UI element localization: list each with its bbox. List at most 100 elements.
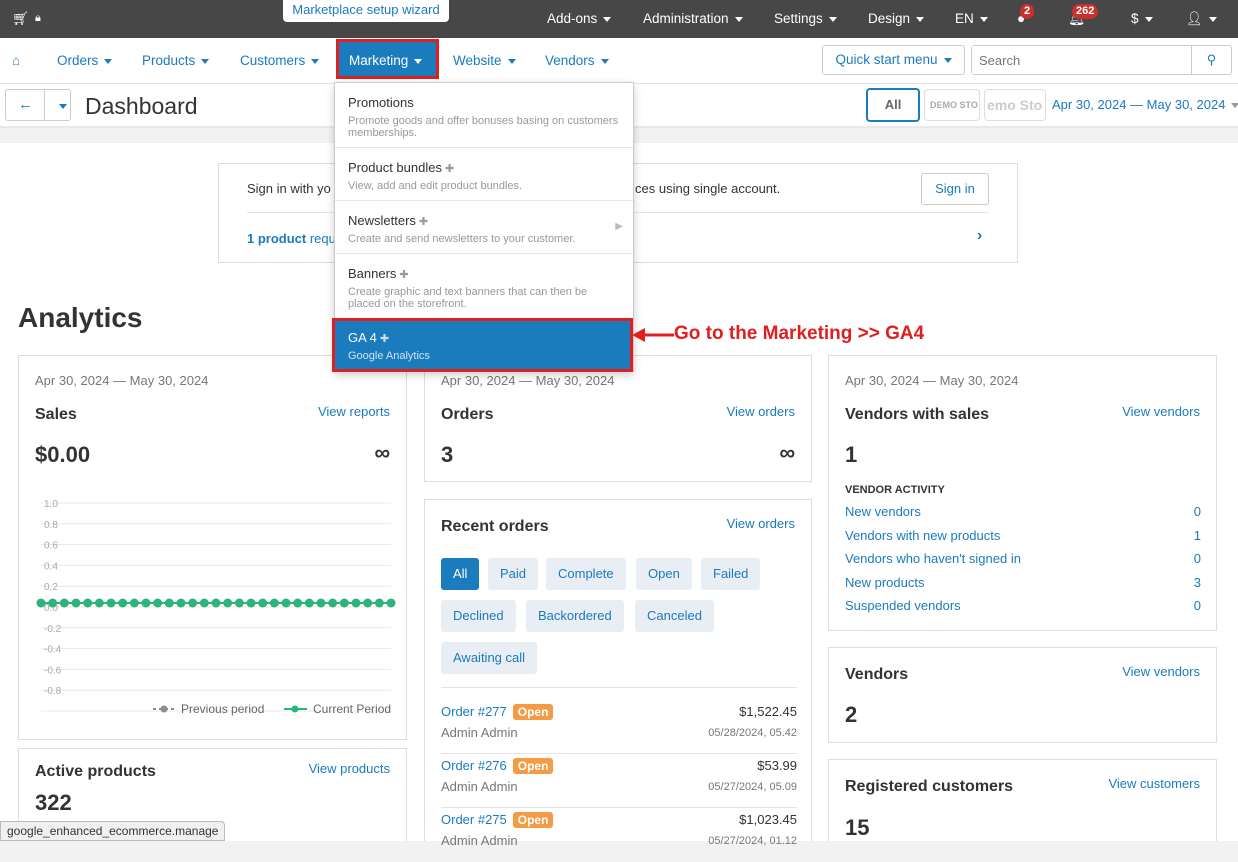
y-tick-label: 0.4: [44, 561, 58, 572]
y-tick-label: 0.2: [44, 582, 58, 593]
y-tick-label: 0.6: [44, 541, 58, 552]
current-period-point: [106, 598, 116, 608]
current-period-point: [374, 598, 384, 608]
view-recent-orders-link[interactable]: View orders: [726, 516, 795, 531]
status-bar-url: google_enhanced_ecommerce.manage: [0, 821, 226, 841]
menu-administration[interactable]: Administration: [643, 11, 743, 26]
view-vendors-link-2[interactable]: View vendors: [1122, 664, 1200, 679]
nav-website[interactable]: Website: [453, 53, 516, 68]
legend-previous-marker: [160, 705, 168, 713]
menu-item-promotions[interactable]: Promotions Promote goods and offer bonuse…: [335, 83, 633, 148]
view-orders-link[interactable]: View orders: [726, 404, 795, 419]
order-link[interactable]: Order #276: [441, 758, 507, 773]
menu-addons[interactable]: Add-ons: [547, 11, 612, 26]
view-customers-link[interactable]: View customers: [1108, 776, 1200, 791]
top-bar: 🛒︎ 🔒︎ Add-ons Administration Settings De…: [0, 0, 1238, 38]
order-row[interactable]: Order #276 Open $53.99 Admin Admin 05/27/…: [441, 758, 797, 808]
store-all-button[interactable]: All: [866, 88, 920, 122]
current-period-point: [118, 598, 128, 608]
order-date: 05/27/2024, 05.09: [708, 781, 797, 793]
store-demo-2[interactable]: emo Sto: [984, 89, 1046, 121]
currency-menu[interactable]: $: [1131, 11, 1153, 26]
vendors-card: Vendors View vendors 2: [828, 647, 1217, 743]
nav-marketing[interactable]: Marketing: [336, 39, 439, 79]
order-link[interactable]: Order #277: [441, 704, 507, 719]
lock-icon: 🔒︎: [35, 12, 41, 24]
current-period-point: [234, 598, 244, 608]
menu-settings[interactable]: Settings: [774, 11, 837, 26]
chevron-right-icon[interactable]: ›: [977, 227, 983, 244]
filter-paid[interactable]: Paid: [488, 558, 539, 590]
search-icon[interactable]: ⚲: [1191, 46, 1231, 74]
filter-complete[interactable]: Complete: [546, 558, 626, 590]
menu-item-product-bundles[interactable]: Product bundles ✚ View, add and edit produ…: [335, 148, 633, 201]
menu-item-ga4[interactable]: GA 4 ✚ Google Analytics: [332, 318, 633, 372]
marketplace-wizard-tooltip[interactable]: Marketplace setup wizard: [283, 0, 449, 22]
nav-customers[interactable]: Customers: [240, 53, 320, 68]
back-arrow-icon[interactable]: ←: [18, 96, 33, 113]
nav-orders[interactable]: Orders: [57, 53, 113, 68]
menu-item-banners[interactable]: Banners ✚ Create graphic and text banners …: [335, 254, 633, 319]
filter-awaiting-call[interactable]: Awaiting call: [441, 642, 538, 674]
notification-badge: 262: [1072, 4, 1099, 19]
vendor-activity-list: New vendors 0 Vendors with new products 1 …: [845, 504, 1201, 622]
current-period-point: [316, 598, 326, 608]
orders-trend-infinity: ∞: [779, 440, 795, 465]
order-customer: Admin Admin: [441, 725, 518, 740]
view-reports-link[interactable]: View reports: [317, 404, 390, 419]
current-period-point: [328, 598, 338, 608]
current-period-point: [281, 598, 291, 608]
current-period-point: [141, 598, 151, 608]
activity-item[interactable]: New vendors 0: [845, 504, 1201, 519]
menu-design[interactable]: Design: [868, 11, 925, 26]
view-vendors-link[interactable]: View vendors: [1122, 404, 1200, 419]
filter-canceled[interactable]: Canceled: [635, 600, 714, 632]
signin-text: Sign in with yo: [247, 181, 331, 196]
order-total: $1,522.45: [739, 704, 797, 719]
vendors-title: Vendors: [845, 666, 909, 683]
history-dropdown-icon[interactable]: [53, 98, 67, 113]
addon-icon: ✚: [379, 333, 390, 345]
store-demo-1[interactable]: DEMO STO: [924, 89, 980, 121]
product-requirements-link[interactable]: 1 product requ: [247, 231, 336, 246]
menu-language[interactable]: EN: [955, 11, 988, 26]
filter-failed[interactable]: Failed: [701, 558, 761, 590]
order-row[interactable]: Order #277 Open $1,522.45 Admin Admin 05/…: [441, 704, 797, 754]
current-period-point: [36, 598, 46, 608]
submenu-arrow-icon: ▶: [615, 221, 623, 232]
current-period-point: [129, 598, 139, 608]
filter-open[interactable]: Open: [636, 558, 692, 590]
order-total: $1,023.45: [739, 812, 797, 827]
nav-products[interactable]: Products: [142, 53, 210, 68]
home-icon[interactable]: ⌂: [12, 53, 21, 68]
activity-item[interactable]: New products 3: [845, 574, 1201, 590]
date-range-picker[interactable]: Apr 30, 2024 — May 30, 2024: [1052, 97, 1238, 112]
y-tick-label: 0.8: [44, 520, 58, 531]
current-period-point: [153, 598, 163, 608]
activity-item[interactable]: Suspended vendors 0: [845, 598, 1201, 613]
view-products-link[interactable]: View products: [308, 761, 390, 776]
sales-title: Sales: [35, 406, 77, 423]
user-menu[interactable]: 👤︎: [1186, 11, 1218, 27]
active-products-title: Active products: [35, 763, 156, 780]
order-total: $53.99: [757, 758, 797, 773]
nav-vendors[interactable]: Vendors: [545, 53, 609, 68]
order-customer: Admin Admin: [441, 779, 518, 794]
order-link[interactable]: Order #275: [441, 812, 507, 827]
signin-button[interactable]: Sign in: [921, 173, 989, 205]
order-row[interactable]: Order #275 Open $1,023.45 Admin Admin 05/…: [441, 812, 797, 862]
menu-item-newsletters[interactable]: Newsletters ✚ Create and send newsletters …: [335, 201, 633, 254]
activity-item[interactable]: Vendors who haven't signed in 0: [845, 551, 1201, 566]
cart-icon[interactable]: 🛒︎: [12, 11, 30, 26]
addon-icon: ✚: [418, 216, 429, 228]
quick-start-menu[interactable]: Quick start menu: [822, 45, 965, 75]
search-input[interactable]: [972, 46, 1187, 74]
filter-all[interactable]: All: [441, 558, 480, 590]
help-icon[interactable]: ●: [1017, 11, 1026, 26]
vendors-sales-date: Apr 30, 2024 — May 30, 2024: [845, 373, 1019, 388]
activity-item[interactable]: Vendors with new products 1: [845, 527, 1201, 543]
y-tick-label: -0.4: [44, 645, 62, 656]
filter-backordered[interactable]: Backordered: [526, 600, 624, 632]
filter-declined[interactable]: Declined: [441, 600, 516, 632]
legend-current-label: Current Period: [313, 702, 391, 716]
